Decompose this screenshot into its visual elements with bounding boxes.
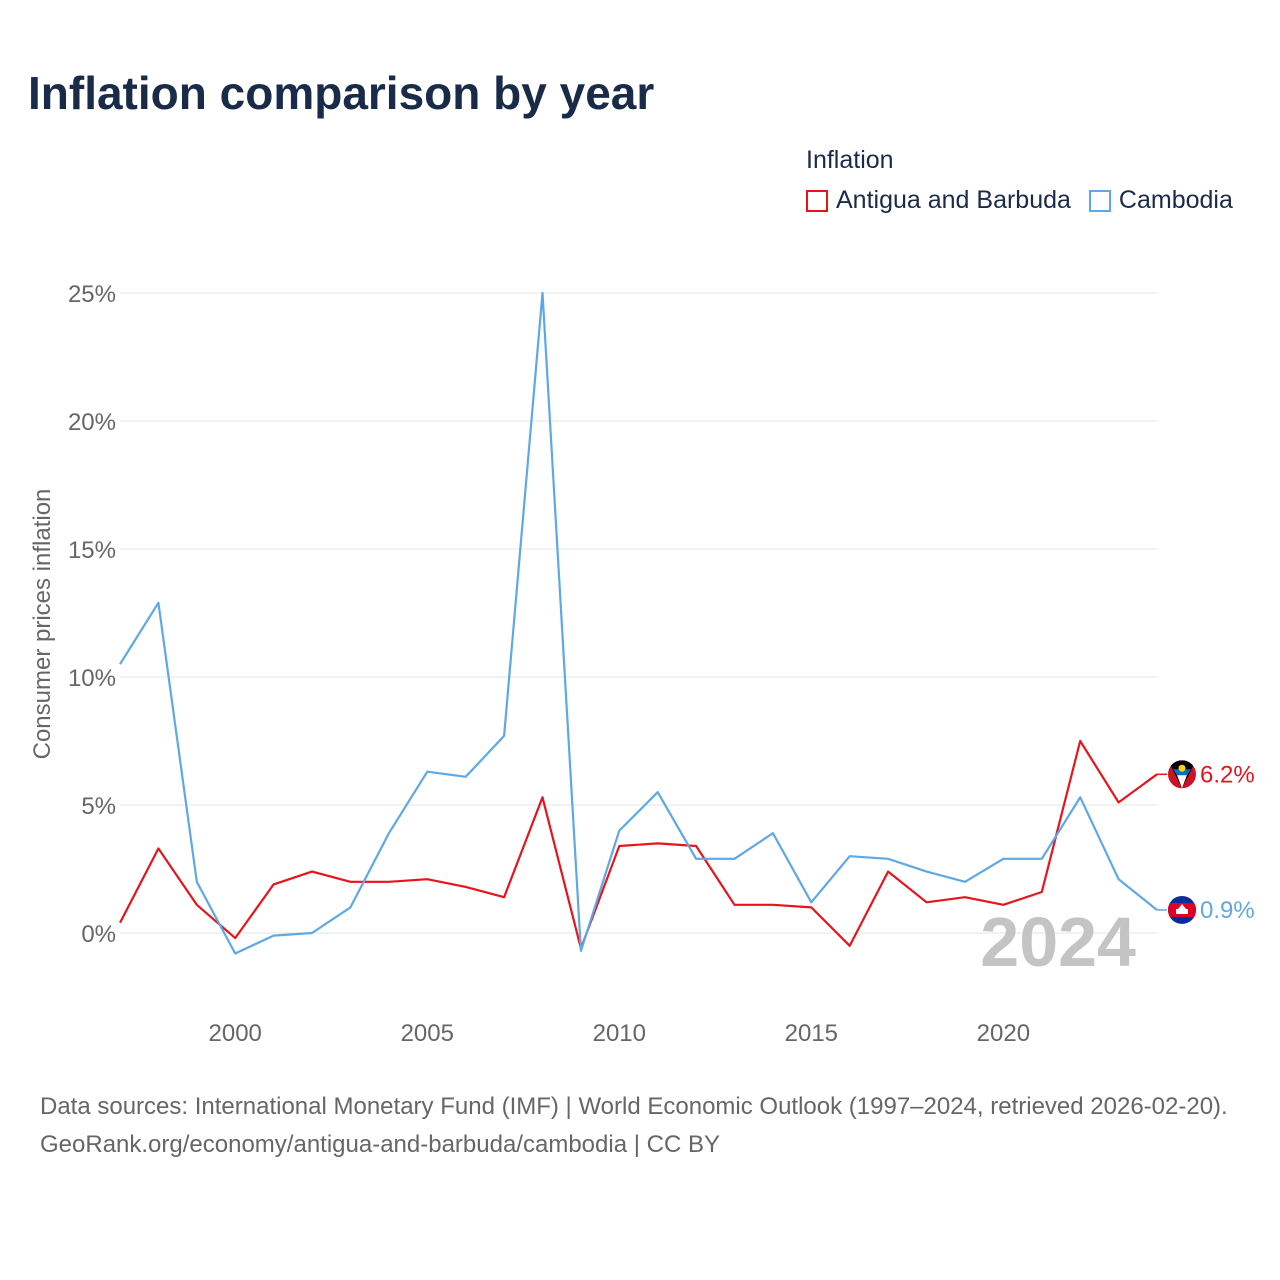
legend-swatch-antigua	[806, 189, 828, 212]
series-line-antigua-and-barbuda	[119, 739, 1158, 950]
y-tick-label: 10%	[68, 665, 116, 692]
legend-title: Inflation	[806, 146, 894, 174]
legend-label-antigua: Antigua and Barbuda	[836, 186, 1071, 214]
year-watermark: 2024	[980, 903, 1136, 981]
x-tick-label: 2005	[401, 1020, 454, 1047]
y-tick-label: 25%	[68, 281, 116, 308]
end-value-label: 0.9%	[1200, 897, 1255, 924]
y-tick-label: 0%	[81, 921, 116, 948]
series-line-cambodia	[119, 291, 1158, 955]
antigua-flag-icon	[1168, 760, 1196, 789]
x-tick-label: 2015	[785, 1020, 838, 1047]
legend-item-antigua[interactable]: Antigua and Barbuda	[806, 186, 1071, 215]
y-tick-label: 15%	[68, 537, 116, 564]
x-tick-label: 2020	[977, 1020, 1030, 1047]
y-tick-label: 5%	[81, 793, 116, 820]
legend-item-cambodia[interactable]: Cambodia	[1088, 186, 1233, 215]
legend-label-cambodia: Cambodia	[1118, 186, 1233, 214]
end-markers	[1168, 760, 1196, 924]
data-sources: Data sources: International Monetary Fun…	[40, 1093, 1228, 1120]
x-tick-label: 2000	[209, 1020, 262, 1047]
page-title: Inflation comparison by year	[28, 67, 655, 119]
cambodia-flag-icon	[1168, 895, 1196, 924]
y-axis-ticks: 0% 5% 10% 15% 20% 25%	[68, 281, 116, 948]
series: 6.2% 0.9%	[119, 291, 1255, 955]
attribution-link[interactable]: GeoRank.org/economy/antigua-and-barbuda/…	[40, 1131, 720, 1158]
end-value-label: 6.2%	[1200, 761, 1255, 788]
legend-swatch-cambodia	[1088, 189, 1111, 212]
x-axis-ticks: 2000 2005 2010 2015 2020	[209, 1020, 1031, 1047]
y-tick-label: 20%	[68, 409, 116, 436]
grid	[120, 292, 1157, 934]
y-axis-label: Consumer prices inflation	[29, 489, 56, 760]
footer: Data sources: International Monetary Fun…	[40, 1088, 1250, 1164]
legend: Antigua and Barbuda Cambodia	[806, 186, 1251, 215]
x-tick-label: 2010	[593, 1020, 646, 1047]
